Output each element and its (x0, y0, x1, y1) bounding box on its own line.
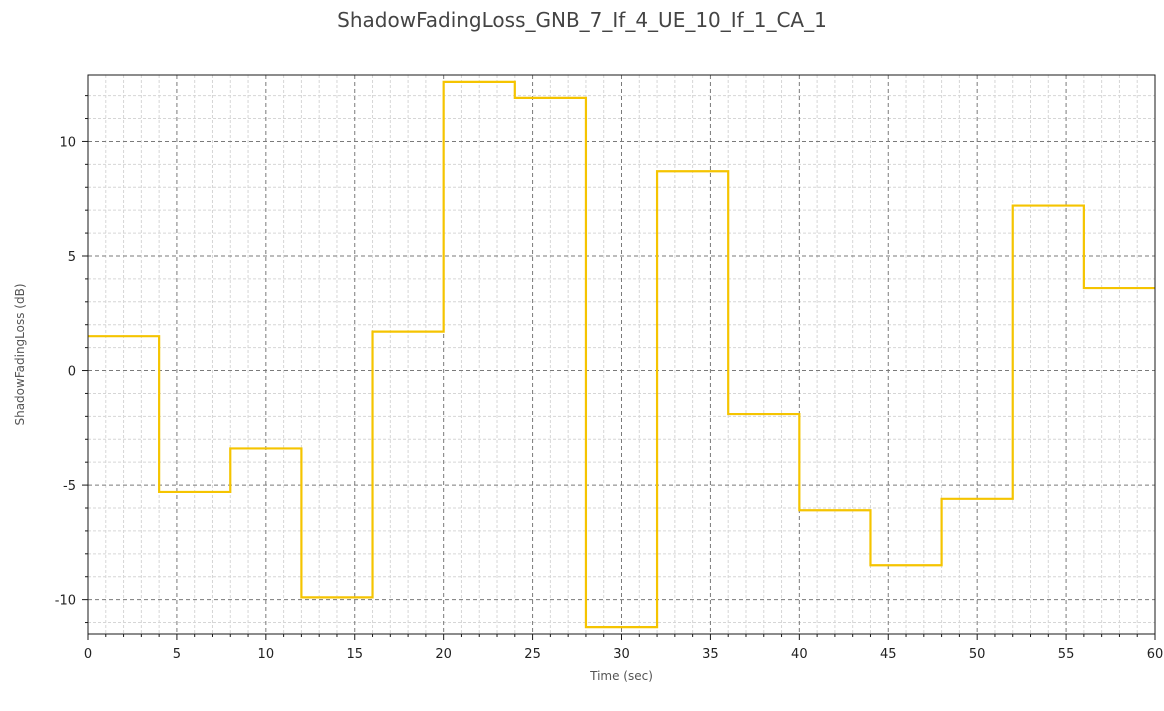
series-line (88, 80, 1155, 629)
x-axis-label: Time (sec) (589, 669, 653, 683)
x-tick-label: 40 (791, 647, 808, 662)
x-tick-label: 20 (435, 647, 452, 662)
x-tick-label: 30 (613, 647, 630, 662)
major-grid (88, 75, 1155, 634)
x-tick-label: 5 (173, 647, 181, 662)
y-tick-label: 10 (59, 135, 76, 150)
x-axis: 0 5 10 15 20 25 30 35 40 45 50 55 60 (84, 634, 1163, 662)
x-tick-label: 0 (84, 647, 92, 662)
chart-title: ShadowFadingLoss_GNB_7_If_4_UE_10_If_1_C… (337, 8, 827, 32)
y-tick-label: 5 (68, 250, 76, 265)
y-axis: -10 -5 0 5 10 (55, 95, 88, 624)
y-axis-label: ShadowFadingLoss (dB) (13, 283, 27, 425)
x-tick-label: 10 (258, 647, 275, 662)
y-tick-label: -5 (63, 479, 76, 494)
y-tick-label: -10 (55, 594, 76, 609)
x-tick-label: 60 (1147, 647, 1164, 662)
x-tick-label: 50 (969, 647, 986, 662)
minor-grid (88, 75, 1155, 634)
x-tick-label: 15 (346, 647, 363, 662)
x-tick-label: 35 (702, 647, 719, 662)
x-tick-label: 25 (524, 647, 541, 662)
x-tick-label: 45 (880, 647, 897, 662)
series-layer (88, 80, 1155, 629)
y-tick-label: 0 (68, 365, 76, 380)
x-tick-label: 55 (1058, 647, 1075, 662)
